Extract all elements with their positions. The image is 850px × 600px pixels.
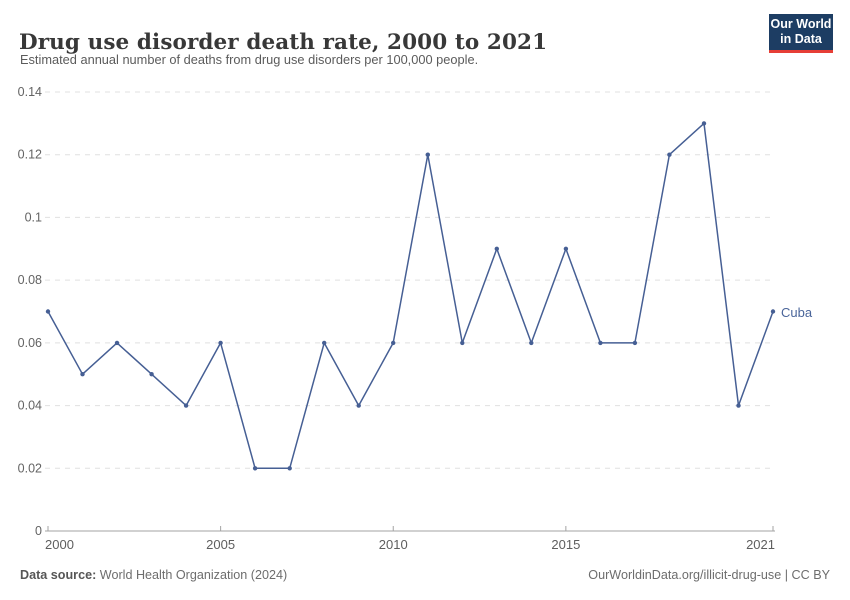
data-point-marker[interactable] [529, 340, 534, 346]
data-point-marker[interactable] [701, 121, 707, 126]
x-tick-label: 2000 [45, 537, 74, 552]
data-source-note: Data source: World Health Organization (… [20, 568, 287, 582]
data-point-marker[interactable] [149, 372, 154, 377]
data-point-marker[interactable] [183, 403, 189, 408]
data-point-marker[interactable] [45, 309, 51, 314]
data-point-marker[interactable] [218, 340, 223, 346]
chart-subtitle: Estimated annual number of deaths from d… [20, 52, 479, 67]
owid-logo[interactable]: Our World in Data [769, 14, 833, 53]
x-tick-label: 2015 [551, 537, 580, 552]
data-point-marker[interactable] [460, 340, 465, 346]
data-point-marker[interactable] [598, 340, 603, 346]
data-point-marker[interactable] [494, 246, 499, 251]
y-tick-label: 0.1 [25, 210, 42, 224]
data-point-marker[interactable] [322, 340, 327, 346]
data-point-marker[interactable] [252, 466, 258, 471]
y-tick-label: 0.08 [18, 273, 42, 287]
data-source-label: Data source: [20, 568, 97, 582]
credit-link[interactable]: OurWorldinData.org/illicit-drug-use | CC… [588, 568, 830, 582]
y-tick-label: 0.14 [18, 85, 42, 99]
data-point-marker[interactable] [80, 372, 85, 377]
owid-logo-line2: in Data [780, 32, 822, 46]
x-tick-label: 2005 [206, 537, 235, 552]
chart-footer: Data source: World Health Organization (… [20, 568, 830, 582]
data-point-marker[interactable] [391, 340, 396, 346]
y-tick-label: 0.02 [18, 461, 42, 475]
y-tick-label: 0.04 [18, 399, 42, 413]
data-point-marker[interactable] [287, 466, 292, 471]
data-point-marker[interactable] [563, 246, 569, 251]
series-label-cuba[interactable]: Cuba [781, 305, 813, 320]
data-point-marker[interactable] [667, 152, 672, 157]
owid-logo-line1: Our World [770, 17, 832, 31]
y-tick-label: 0.06 [18, 336, 42, 350]
chart-title: Drug use disorder death rate, 2000 to 20… [19, 30, 548, 56]
x-tick-label: 2021 [746, 537, 775, 552]
y-tick-label: 0.12 [18, 148, 42, 162]
data-source-value: World Health Organization (2024) [99, 568, 288, 582]
data-point-marker[interactable] [770, 309, 776, 314]
x-tick-label: 2010 [379, 537, 408, 552]
data-point-marker[interactable] [425, 152, 430, 157]
data-point-marker[interactable] [736, 403, 741, 408]
y-tick-label: 0 [35, 524, 42, 538]
data-line-cuba[interactable] [47, 122, 774, 470]
data-point-marker[interactable] [356, 403, 361, 408]
data-point-marker[interactable] [114, 340, 120, 346]
data-point-marker[interactable] [632, 340, 638, 346]
